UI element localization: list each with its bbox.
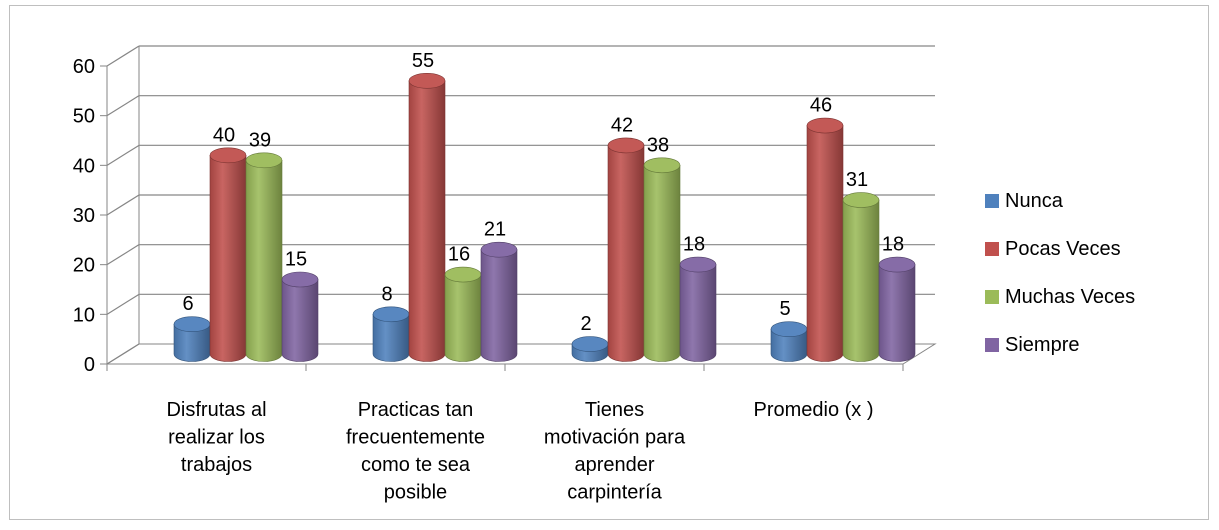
bar-top [372,306,410,323]
gridline-diagonal [106,244,140,266]
bar-siempre [878,256,916,362]
bar-siempre [480,241,518,362]
bar-top [571,336,609,352]
bar-nunca [173,316,211,362]
bar-siempre [679,256,717,362]
bar-body [842,199,880,362]
gridline-diagonal [106,45,140,67]
data-label: 38 [647,134,669,156]
y-tick-label: 50 [73,106,95,128]
y-tick-label: 20 [73,255,95,277]
chart-frame: 0 10 20 30 40 50 60 6 40 39 15 8 55 16 21 2 42 38 18 5 46 31… [9,5,1209,520]
data-label: 40 [213,124,235,146]
bar-top [607,137,645,154]
bar-top [770,321,808,337]
data-label: 21 [484,219,506,241]
bar-nunca [571,336,609,362]
y-tick-label: 60 [73,56,95,78]
y-axis-ticks: 0 10 20 30 40 50 60 [73,56,107,376]
bar-top [209,147,247,164]
bar-body [878,264,916,362]
bar-top [444,266,482,283]
bar-pocas-veces [607,137,645,362]
bar-top [878,256,916,273]
data-label: 55 [412,50,434,72]
bar-top [408,73,446,89]
y-tick-label: 30 [73,205,95,227]
legend-swatch [985,242,999,256]
bar-pocas-veces [209,147,247,362]
bar-body [444,274,482,362]
bar-top [245,152,283,169]
bar-body [679,264,717,362]
bar-body [480,249,518,362]
data-label: 18 [683,234,705,256]
bar-top [281,271,319,288]
legend-label: Pocas Veces [1005,238,1121,260]
y-tick-label: 0 [84,354,95,376]
bar-nunca [770,321,808,362]
bar-body [607,145,645,362]
bar-siempre [281,271,319,362]
data-label: 5 [779,298,790,320]
legend-swatch [985,290,999,304]
data-labels: 6 40 39 15 8 55 16 21 2 42 38 18 5 46 31 18 [182,50,904,335]
category-label: Tienes motivación para aprender carpintería [544,399,686,504]
legend-label: Siempre [1005,334,1079,356]
legend-swatch [985,194,999,208]
bar-top [173,316,211,333]
data-label: 16 [448,244,470,266]
bar-top [842,192,880,208]
y-tick-label: 10 [73,304,95,326]
data-label: 2 [580,313,591,335]
data-label: 6 [182,293,193,315]
legend-label: Muchas Veces [1005,286,1135,308]
bar-body [408,80,446,362]
legend-swatch [985,338,999,352]
y-tick-label: 40 [73,155,95,177]
data-label: 8 [381,283,392,305]
data-label: 46 [810,95,832,117]
data-label: 42 [611,114,633,136]
bar-body [245,160,283,362]
gridline-diagonal [106,95,140,117]
x-axis-categories: Disfrutas al realizar los trabajos Practica… [166,399,873,504]
bar-muchas-veces [444,266,482,362]
bar-body [643,164,681,362]
category-label: Disfrutas al realizar los trabajos [166,399,266,476]
data-label: 18 [882,234,904,256]
legend-label: Nunca [1005,190,1064,212]
bar-top [480,241,518,258]
category-label: Promedio (x ) [753,399,873,421]
bar-muchas-veces [842,192,880,362]
bar-muchas-veces [643,157,681,362]
gridline-diagonal [106,194,140,216]
bar-body [281,279,319,362]
gridline-diagonal [106,293,140,315]
bar-top [679,256,717,273]
legend: Nunca Pocas Veces Muchas Veces Siempre [985,190,1135,356]
bars [173,73,916,362]
bar-nunca [372,306,410,362]
gridline-diagonal [106,144,140,166]
bar-chart: 0 10 20 30 40 50 60 6 40 39 15 8 55 16 21 2 42 38 18 5 46 31… [73,45,1135,504]
bar-pocas-veces [806,117,844,362]
bar-pocas-veces [408,73,446,362]
data-label: 39 [249,129,271,151]
data-label: 31 [846,169,868,191]
bar-muchas-veces [245,152,283,362]
gridline-diagonal [106,343,140,365]
bar-top [806,117,844,134]
data-label: 15 [285,249,307,271]
category-label: Practicas tan frecuentemente como te sea po… [346,399,485,504]
bar-body [209,155,247,362]
bar-top [643,157,681,174]
bar-body [806,125,844,362]
